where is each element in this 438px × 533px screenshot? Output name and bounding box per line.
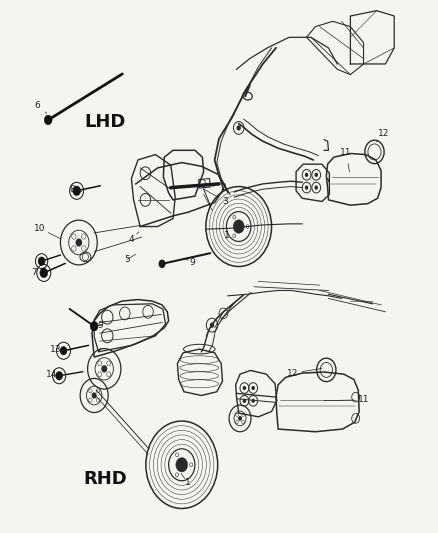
Text: 3: 3 (223, 197, 229, 206)
Circle shape (38, 257, 45, 265)
Circle shape (176, 457, 187, 472)
Text: 2: 2 (221, 183, 226, 192)
Circle shape (314, 185, 318, 190)
Circle shape (305, 185, 308, 190)
Text: RHD: RHD (83, 470, 127, 488)
Circle shape (90, 321, 98, 331)
Text: 9: 9 (190, 258, 196, 266)
Circle shape (92, 392, 97, 399)
Circle shape (210, 322, 214, 328)
Text: 7: 7 (31, 269, 37, 277)
Text: 10: 10 (34, 224, 45, 232)
Circle shape (243, 399, 246, 403)
Circle shape (44, 115, 52, 125)
Text: 12: 12 (287, 369, 298, 377)
Circle shape (251, 399, 255, 403)
Circle shape (60, 346, 67, 355)
Circle shape (75, 238, 82, 247)
Circle shape (56, 372, 63, 380)
Circle shape (243, 386, 246, 390)
Text: 14: 14 (46, 370, 57, 378)
Circle shape (314, 173, 318, 177)
Text: 1: 1 (184, 478, 191, 487)
Bar (199, 179, 210, 188)
Circle shape (237, 125, 241, 131)
Text: 6: 6 (34, 101, 40, 110)
Circle shape (238, 416, 242, 421)
Circle shape (40, 268, 48, 278)
Text: 12: 12 (378, 129, 389, 138)
Text: 11: 11 (358, 395, 369, 404)
Text: 11: 11 (340, 148, 352, 157)
Text: 9: 9 (97, 321, 103, 329)
Text: 13: 13 (50, 345, 62, 353)
Text: 5: 5 (124, 255, 130, 264)
Circle shape (305, 173, 308, 177)
Text: 4: 4 (129, 236, 134, 244)
Text: 1: 1 (224, 231, 230, 240)
Circle shape (233, 220, 244, 233)
Circle shape (101, 365, 107, 373)
Text: 8: 8 (69, 185, 75, 193)
Circle shape (159, 260, 166, 268)
Text: LHD: LHD (85, 112, 126, 131)
Circle shape (73, 186, 81, 196)
Circle shape (251, 386, 255, 390)
